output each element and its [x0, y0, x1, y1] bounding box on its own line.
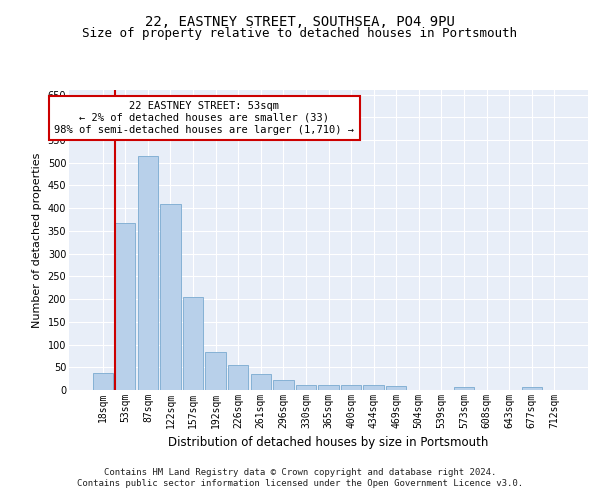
Text: 22, EASTNEY STREET, SOUTHSEA, PO4 9PU: 22, EASTNEY STREET, SOUTHSEA, PO4 9PU [145, 15, 455, 29]
Text: Size of property relative to detached houses in Portsmouth: Size of property relative to detached ho… [83, 28, 517, 40]
Bar [521, 388, 542, 390]
Bar [273, 380, 293, 390]
Bar [296, 384, 316, 390]
Bar [92, 372, 113, 390]
Bar [183, 297, 203, 390]
Bar [228, 365, 248, 390]
Bar [115, 223, 136, 390]
Bar [138, 156, 158, 390]
Bar [205, 352, 226, 390]
Bar [454, 388, 474, 390]
Text: Contains HM Land Registry data © Crown copyright and database right 2024.
Contai: Contains HM Land Registry data © Crown c… [77, 468, 523, 487]
Text: 22 EASTNEY STREET: 53sqm
← 2% of detached houses are smaller (33)
98% of semi-de: 22 EASTNEY STREET: 53sqm ← 2% of detache… [55, 102, 355, 134]
Y-axis label: Number of detached properties: Number of detached properties [32, 152, 42, 328]
X-axis label: Distribution of detached houses by size in Portsmouth: Distribution of detached houses by size … [169, 436, 488, 450]
Bar [251, 374, 271, 390]
Bar [386, 386, 406, 390]
Bar [341, 386, 361, 390]
Bar [319, 386, 338, 390]
Bar [160, 204, 181, 390]
Bar [364, 386, 384, 390]
